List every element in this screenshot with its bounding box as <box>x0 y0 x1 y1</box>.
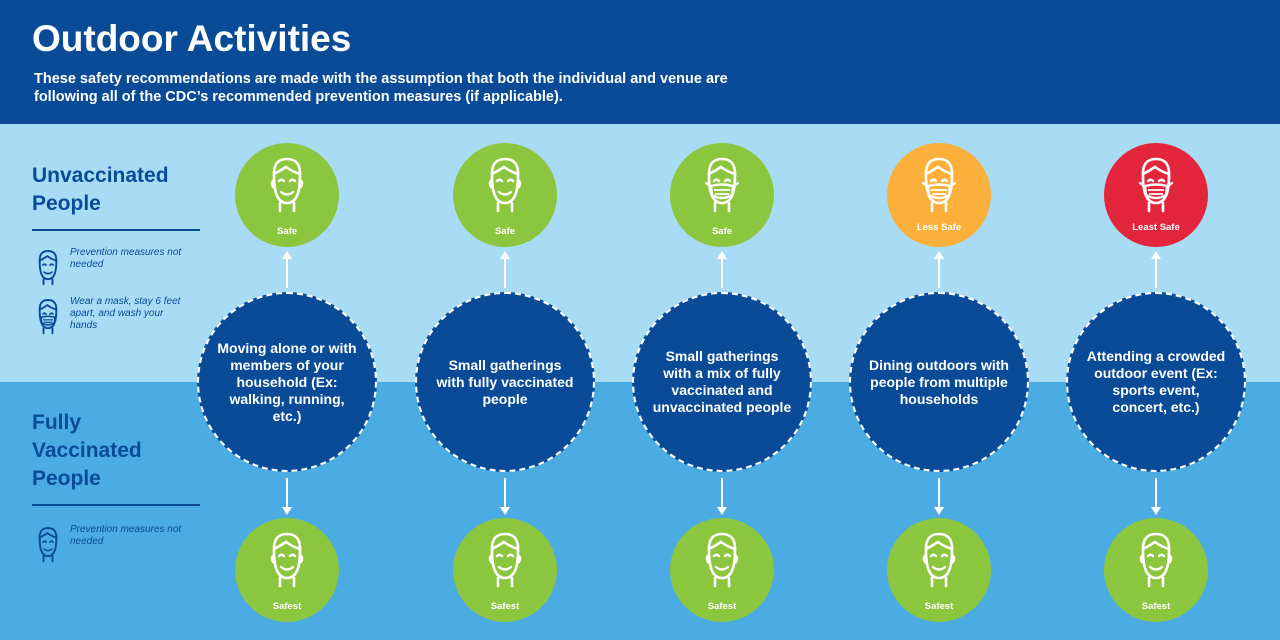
activity-text: Attending a crowded outdoor event (Ex: s… <box>1086 348 1226 415</box>
legend-mask: Wear a mask, stay 6 feet apart, and wash… <box>32 296 202 336</box>
face-icon <box>488 157 522 213</box>
masked-face-icon <box>38 299 58 335</box>
arrow-up-icon <box>933 250 945 288</box>
page-title: Outdoor Activities <box>32 18 352 59</box>
vaccinated-safety-badge: Safest <box>235 518 339 622</box>
legend-text: Prevention measures not needed <box>70 247 182 270</box>
safety-label: Safe <box>494 226 516 237</box>
safety-label: Safest <box>1141 601 1171 612</box>
arrow-down-icon <box>933 478 945 516</box>
activity-text: Small gatherings with a mix of fully vac… <box>652 348 792 415</box>
legend-no-measures: Prevention measures not needed <box>32 524 202 564</box>
safety-label: Least Safe <box>1132 222 1180 233</box>
unvaccinated-safety-badge: Safe <box>235 143 339 247</box>
activity-circle: Attending a crowded outdoor event (Ex: s… <box>1066 292 1246 472</box>
unvaccinated-safety-badge: Least Safe <box>1104 143 1208 247</box>
activity-text: Small gatherings with fully vaccinated p… <box>436 356 574 407</box>
page-subtitle: These safety recommendations are made wi… <box>34 71 728 105</box>
face-icon <box>922 532 956 588</box>
face-icon <box>270 532 304 588</box>
arrow-up-icon <box>1150 250 1162 288</box>
activity-circle: Small gatherings with fully vaccinated p… <box>415 292 595 472</box>
legend-text: Prevention measures not needed <box>70 524 182 547</box>
face-icon <box>38 527 58 563</box>
vaccinated-safety-badge: Safest <box>887 518 991 622</box>
activity-circle: Small gatherings with a mix of fully vac… <box>632 292 812 472</box>
arrow-up-icon <box>716 250 728 288</box>
vaccinated-safety-badge: Safest <box>453 518 557 622</box>
vaccinated-safety-badge: Safest <box>670 518 774 622</box>
unvaccinated-safety-badge: Safe <box>670 143 774 247</box>
activity-text: Moving alone or with members of your hou… <box>217 339 357 424</box>
unvaccinated-heading: Unvaccinated People <box>32 164 169 215</box>
unvaccinated-divider <box>32 229 200 231</box>
safety-label: Safe <box>276 226 298 237</box>
activity-circle: Moving alone or with members of your hou… <box>197 292 377 472</box>
arrow-down-icon <box>499 478 511 516</box>
masked-face-icon <box>921 157 957 213</box>
arrow-down-icon <box>716 478 728 516</box>
safety-label: Safe <box>711 226 733 237</box>
arrow-down-icon <box>281 478 293 516</box>
vaccinated-safety-badge: Safest <box>1104 518 1208 622</box>
masked-face-icon <box>704 157 740 213</box>
face-icon <box>270 157 304 213</box>
unvaccinated-safety-badge: Safe <box>453 143 557 247</box>
activity-text: Dining outdoors with people from multipl… <box>869 356 1009 407</box>
activity-circle: Dining outdoors with people from multipl… <box>849 292 1029 472</box>
unvaccinated-safety-badge: Less Safe <box>887 143 991 247</box>
arrow-down-icon <box>1150 478 1162 516</box>
face-icon <box>1139 532 1173 588</box>
safety-label: Safest <box>490 601 520 612</box>
safety-label: Safest <box>272 601 302 612</box>
legend-text: Wear a mask, stay 6 feet apart, and wash… <box>70 296 181 331</box>
face-icon <box>38 250 58 286</box>
vaccinated-divider <box>32 504 200 506</box>
masked-face-icon <box>1138 157 1174 213</box>
safety-label: Safest <box>707 601 737 612</box>
face-icon <box>705 532 739 588</box>
safety-label: Less Safe <box>916 222 962 233</box>
legend-no-measures: Prevention measures not needed <box>32 247 202 287</box>
arrow-up-icon <box>499 250 511 288</box>
face-icon <box>488 532 522 588</box>
arrow-up-icon <box>281 250 293 288</box>
vaccinated-heading: Fully Vaccinated People <box>32 411 142 490</box>
header-banner: Outdoor Activities These safety recommen… <box>0 0 1280 124</box>
safety-label: Safest <box>924 601 954 612</box>
